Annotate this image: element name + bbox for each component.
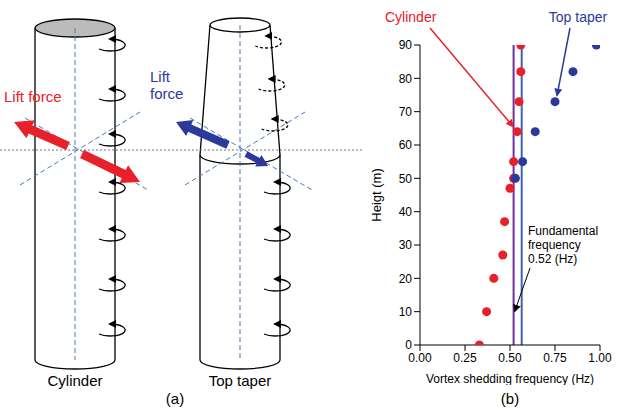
svg-text:frequency: frequency xyxy=(528,238,581,252)
svg-text:Cylinder: Cylinder xyxy=(47,372,102,389)
svg-text:Heigt (m): Heigt (m) xyxy=(370,168,384,221)
svg-text:Cylinder: Cylinder xyxy=(385,9,437,25)
svg-text:1.00: 1.00 xyxy=(588,351,612,365)
svg-text:20: 20 xyxy=(399,272,413,286)
svg-text:0.25: 0.25 xyxy=(453,351,477,365)
svg-text:Top taper: Top taper xyxy=(549,9,608,25)
svg-text:80: 80 xyxy=(399,72,413,86)
svg-text:40: 40 xyxy=(399,205,413,219)
svg-text:(b): (b) xyxy=(501,390,519,407)
svg-text:Fundamental: Fundamental xyxy=(528,224,598,238)
svg-text:0.00: 0.00 xyxy=(408,351,432,365)
svg-text:10: 10 xyxy=(399,305,413,319)
svg-text:0.50: 0.50 xyxy=(498,351,522,365)
svg-text:60: 60 xyxy=(399,138,413,152)
svg-text:Lift force: Lift force xyxy=(4,88,62,105)
svg-text:0.52 (Hz): 0.52 (Hz) xyxy=(528,252,577,266)
svg-text:30: 30 xyxy=(399,238,413,252)
svg-text:Lift: Lift xyxy=(150,68,171,85)
svg-text:Vortex shedding frequency (Hz): Vortex shedding frequency (Hz) xyxy=(426,372,594,385)
svg-text:90: 90 xyxy=(399,38,413,52)
svg-text:0: 0 xyxy=(405,338,412,352)
svg-text:(a): (a) xyxy=(166,390,184,407)
svg-text:force: force xyxy=(150,85,183,102)
svg-text:Top taper: Top taper xyxy=(209,372,272,389)
svg-text:50: 50 xyxy=(399,172,413,186)
svg-text:70: 70 xyxy=(399,105,413,119)
svg-text:0.75: 0.75 xyxy=(543,351,567,365)
